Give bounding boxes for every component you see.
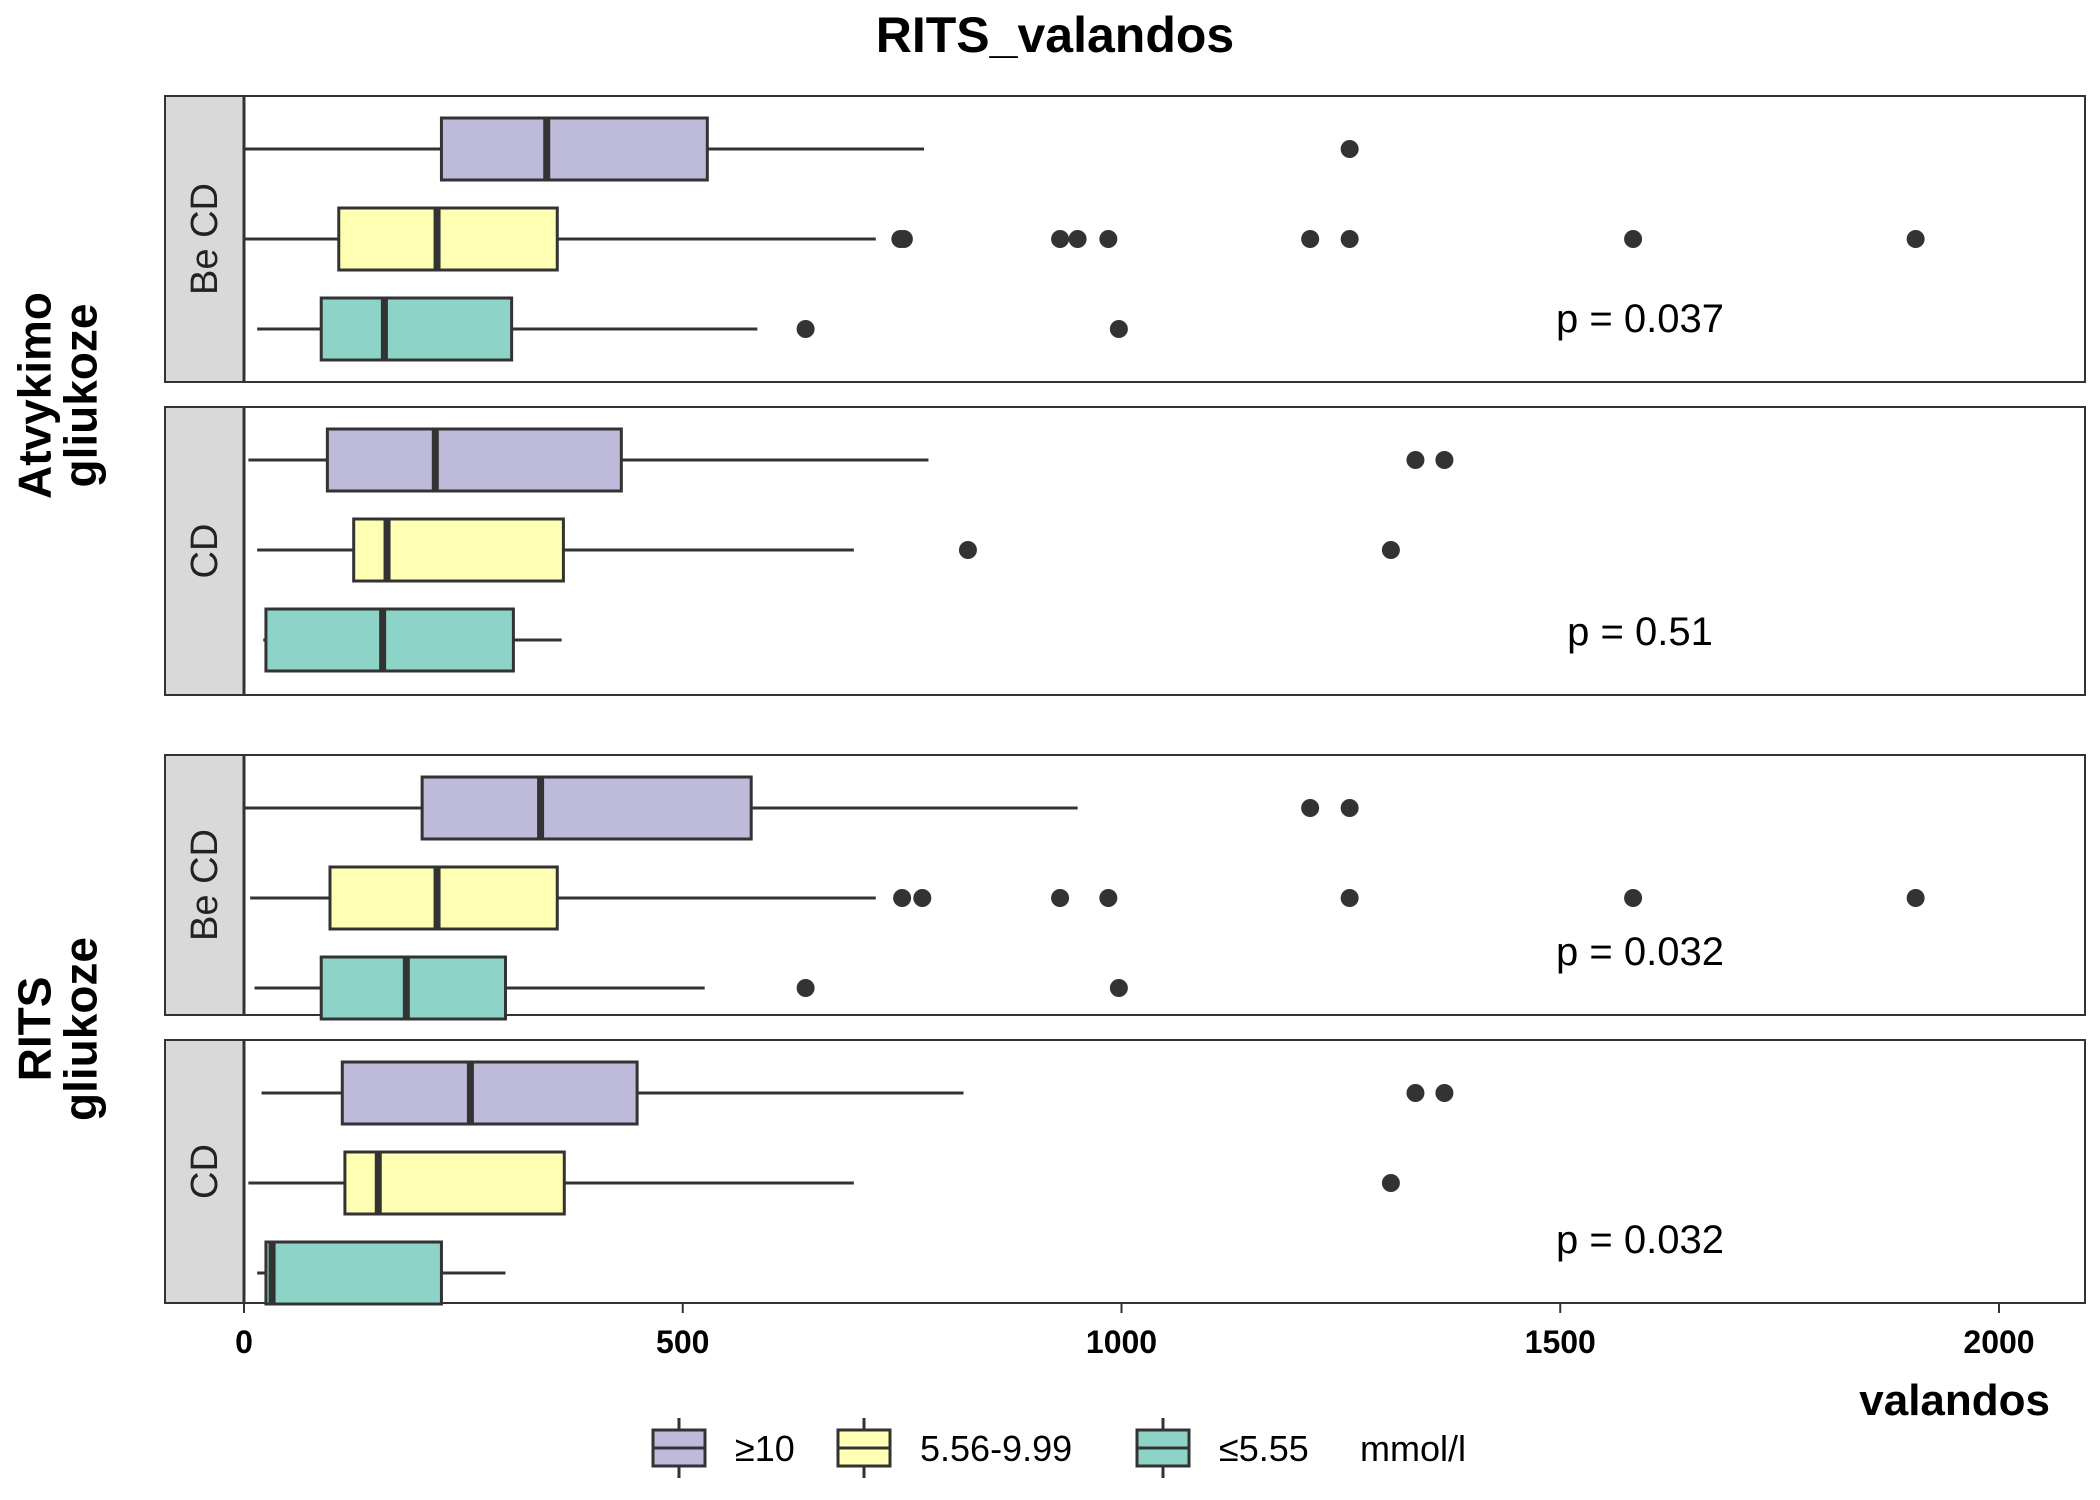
outlier-point [1406, 1084, 1425, 1102]
outlier-point [1109, 979, 1128, 997]
strip-background [164, 406, 245, 696]
outlier-point [1435, 1084, 1454, 1102]
outlier-point [1340, 140, 1359, 158]
facet-panel: Be CD p = 0.037 [164, 95, 2086, 383]
box-2 [263, 607, 562, 673]
box-0 [244, 775, 1359, 841]
outlier-point [1051, 889, 1070, 907]
outlier-point [1406, 451, 1425, 469]
strip-background [164, 95, 245, 383]
legend-unit-label: mmol/l [1360, 1428, 1466, 1469]
group-label: Atvykimogliukoze [9, 292, 107, 499]
facet-panel: CD p = 0.51 [164, 406, 2086, 696]
x-axis: 0 500 1000 1500 2000 [235, 1303, 2035, 1360]
strip-background [164, 754, 245, 1016]
facet-panel: Be CD p = 0.032 [164, 754, 2086, 1021]
group-label-line: gliukoze [55, 937, 107, 1121]
box-0 [244, 116, 1359, 182]
legend-key [1135, 1418, 1191, 1478]
outlier-point [1301, 230, 1320, 248]
strip-label: CD [184, 1144, 226, 1199]
facet-panel: CD p = 0.032 [164, 1039, 2086, 1306]
legend-key [651, 1418, 707, 1478]
group-label: RITSgliukoze [9, 937, 107, 1121]
outlier-point [1051, 230, 1070, 248]
box-iqr [325, 427, 623, 493]
outlier-point [1906, 230, 1925, 248]
legend-label: ≤5.55 [1219, 1428, 1309, 1469]
outlier-point [796, 320, 815, 338]
outlier-point [893, 889, 912, 907]
box-iqr [337, 206, 559, 272]
group-label-line: RITS [9, 977, 61, 1082]
box-iqr [319, 296, 514, 362]
outlier-point [958, 541, 977, 559]
outlier-point [1381, 541, 1400, 559]
outlier-point [1099, 230, 1118, 248]
p-value-label: p = 0.032 [1556, 930, 1724, 974]
outlier-point [1624, 889, 1643, 907]
outlier-point [1109, 320, 1128, 338]
outlier-point [894, 230, 913, 248]
outlier-point [913, 889, 932, 907]
box-0 [261, 1060, 1454, 1126]
box-2 [257, 296, 1128, 362]
x-tick-label: 0 [235, 1324, 253, 1360]
box-1 [244, 206, 1925, 272]
x-tick-label: 500 [656, 1324, 709, 1360]
strip-label: Be CD [184, 183, 226, 295]
legend: ≥10 5.56-9.99 ≤5.55 mmol/l [651, 1418, 1466, 1478]
box-0 [248, 427, 1454, 493]
outlier-point [1068, 230, 1087, 248]
chart-title: RITS_valandos [876, 7, 1234, 63]
outlier-point [1301, 799, 1320, 817]
outlier-point [1624, 230, 1643, 248]
x-axis-label: valandos [1859, 1376, 2050, 1425]
box-2 [254, 955, 1128, 1021]
group-label-line: gliukoze [55, 303, 107, 487]
box-iqr [264, 607, 515, 673]
box-iqr [319, 955, 507, 1021]
outlier-point [1340, 889, 1359, 907]
strip-label: CD [184, 524, 226, 579]
strip-label: Be CD [184, 829, 226, 941]
p-value-label: p = 0.032 [1556, 1218, 1724, 1262]
box-1 [257, 517, 1400, 583]
outlier-point [1381, 1174, 1400, 1192]
box-iqr [439, 116, 709, 182]
p-value-label: p = 0.037 [1556, 297, 1724, 341]
outlier-point [1906, 889, 1925, 907]
p-value-label: p = 0.51 [1567, 610, 1713, 654]
outlier-point [796, 979, 815, 997]
x-tick-label: 1000 [1086, 1324, 1157, 1360]
legend-label: ≥10 [735, 1428, 795, 1469]
outlier-point [1099, 889, 1118, 907]
outlier-point [1435, 451, 1454, 469]
box-iqr [264, 1240, 443, 1306]
box-1 [250, 865, 1925, 931]
legend-label: 5.56-9.99 [920, 1428, 1072, 1469]
x-tick-label: 1500 [1525, 1324, 1596, 1360]
box-2 [257, 1240, 506, 1306]
group-label-line: Atvykimo [9, 292, 61, 499]
box-iqr [340, 1060, 639, 1126]
box-iqr [328, 865, 559, 931]
box-iqr [420, 775, 753, 841]
x-tick-label: 2000 [1963, 1324, 2034, 1360]
outlier-point [1340, 230, 1359, 248]
outlier-point [1340, 799, 1359, 817]
box-1 [248, 1150, 1400, 1216]
legend-key [836, 1418, 892, 1478]
